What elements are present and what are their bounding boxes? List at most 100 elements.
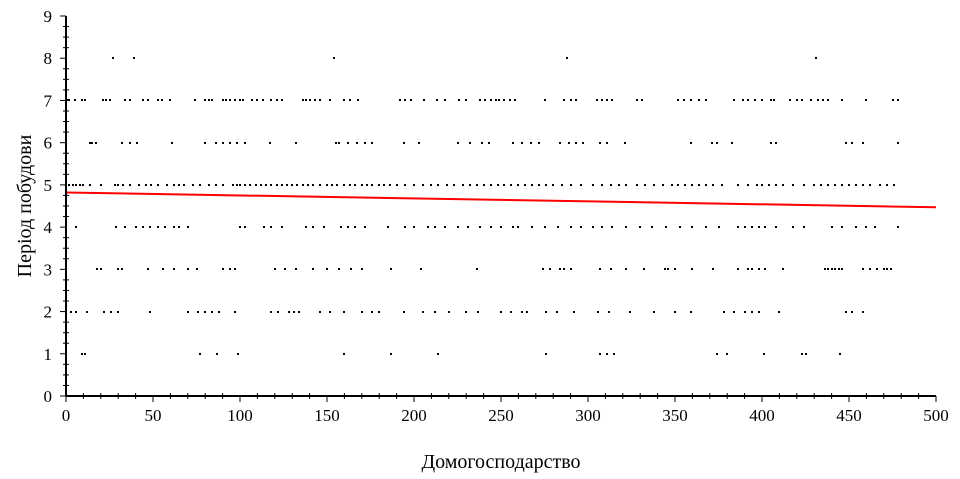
data-point: [495, 99, 497, 101]
data-point: [606, 353, 608, 355]
data-point: [288, 311, 290, 313]
data-point: [538, 142, 540, 144]
data-point: [629, 311, 631, 313]
data-point: [597, 311, 599, 313]
data-point: [378, 311, 380, 313]
data-point: [371, 184, 373, 186]
data-point: [503, 99, 505, 101]
data-point: [444, 99, 446, 101]
data-point: [100, 268, 102, 270]
data-point: [566, 57, 568, 59]
y-tick-label: 4: [44, 218, 53, 237]
data-point: [559, 268, 561, 270]
data-point: [312, 226, 314, 228]
data-point: [434, 311, 436, 313]
data-point: [827, 99, 829, 101]
data-point: [211, 99, 213, 101]
data-point: [302, 99, 304, 101]
data-point: [592, 184, 594, 186]
data-point: [789, 99, 791, 101]
data-point: [684, 184, 686, 186]
data-point: [457, 226, 459, 228]
data-point: [82, 184, 84, 186]
data-point: [329, 99, 331, 101]
data-point: [831, 226, 833, 228]
data-point: [121, 142, 123, 144]
data-point: [295, 268, 297, 270]
data-point: [483, 184, 485, 186]
data-point: [773, 99, 775, 101]
data-point: [396, 184, 398, 186]
x-tick-label: 100: [227, 406, 253, 425]
data-point: [467, 226, 469, 228]
data-point: [751, 226, 753, 228]
data-point: [801, 353, 803, 355]
data-point: [479, 99, 481, 101]
data-point: [349, 99, 351, 101]
data-point: [711, 142, 713, 144]
data-point: [142, 226, 144, 228]
data-point: [178, 226, 180, 228]
data-point: [705, 184, 707, 186]
data-point: [260, 184, 262, 186]
data-point: [234, 99, 236, 101]
data-point: [147, 268, 149, 270]
x-tick-label: 300: [575, 406, 601, 425]
data-point: [838, 268, 840, 270]
data-point: [117, 311, 119, 313]
data-point: [782, 184, 784, 186]
x-axis-label: Домогосподарство: [421, 451, 580, 473]
data-point: [121, 268, 123, 270]
data-point: [270, 99, 272, 101]
data-point: [716, 353, 718, 355]
data-point: [274, 268, 276, 270]
data-point: [79, 184, 81, 186]
data-point: [109, 99, 111, 101]
data-point: [236, 184, 238, 186]
data-point: [338, 142, 340, 144]
data-point: [286, 184, 288, 186]
data-point: [357, 99, 359, 101]
data-point: [834, 268, 836, 270]
data-point: [517, 184, 519, 186]
data-point: [255, 184, 257, 186]
data-point: [481, 142, 483, 144]
data-point: [764, 268, 766, 270]
data-point: [114, 184, 116, 186]
data-point: [563, 268, 565, 270]
data-point: [893, 184, 895, 186]
data-point: [81, 99, 83, 101]
data-point: [129, 142, 131, 144]
data-point: [557, 226, 559, 228]
data-point: [747, 99, 749, 101]
data-point: [897, 99, 899, 101]
data-point: [277, 311, 279, 313]
data-point: [526, 311, 528, 313]
data-point: [544, 99, 546, 101]
data-point: [862, 184, 864, 186]
data-point: [763, 353, 765, 355]
data-point: [218, 311, 220, 313]
data-point: [611, 226, 613, 228]
data-point: [239, 226, 241, 228]
data-point: [761, 99, 763, 101]
data-point: [865, 226, 867, 228]
data-point: [690, 311, 692, 313]
data-point: [307, 184, 309, 186]
data-point: [129, 99, 131, 101]
data-point: [239, 184, 241, 186]
data-point: [733, 311, 735, 313]
data-point: [343, 353, 345, 355]
data-point: [601, 99, 603, 101]
data-point: [244, 142, 246, 144]
data-point: [601, 226, 603, 228]
data-point: [222, 268, 224, 270]
data-point: [770, 99, 772, 101]
data-point: [599, 353, 601, 355]
data-point: [403, 311, 405, 313]
data-point: [136, 142, 138, 144]
data-point: [361, 311, 363, 313]
data-point: [354, 184, 356, 186]
data-point: [570, 268, 572, 270]
